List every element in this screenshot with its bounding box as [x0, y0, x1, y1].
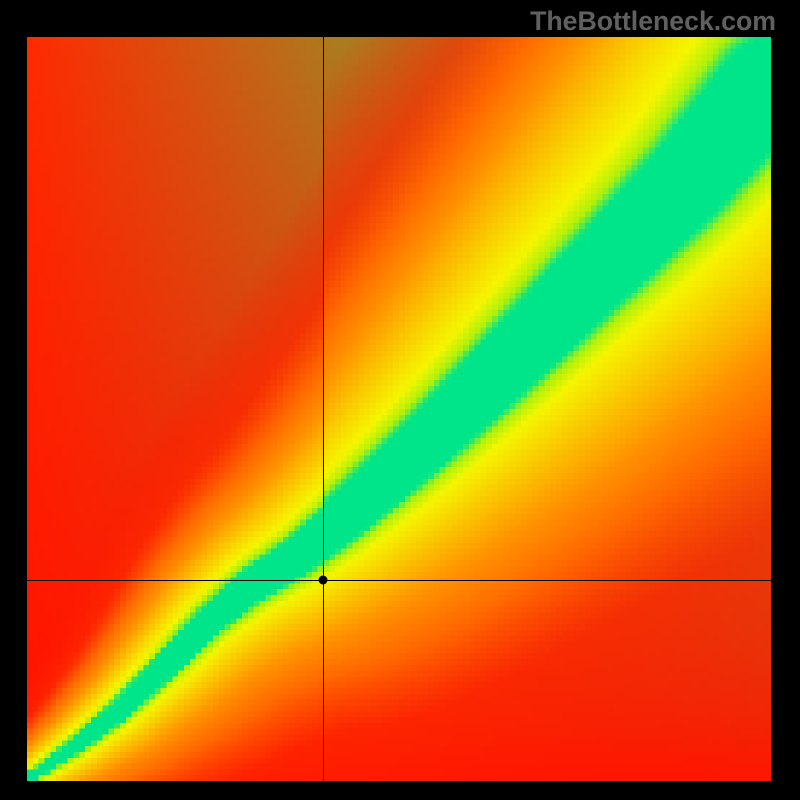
watermark-text: TheBottleneck.com: [530, 6, 776, 37]
outer-frame: TheBottleneck.com: [0, 0, 800, 800]
heatmap-canvas: [27, 37, 771, 781]
heatmap-plot: [27, 37, 771, 781]
crosshair-marker: [319, 576, 328, 585]
crosshair-horizontal: [27, 580, 771, 581]
crosshair-vertical: [323, 37, 324, 781]
